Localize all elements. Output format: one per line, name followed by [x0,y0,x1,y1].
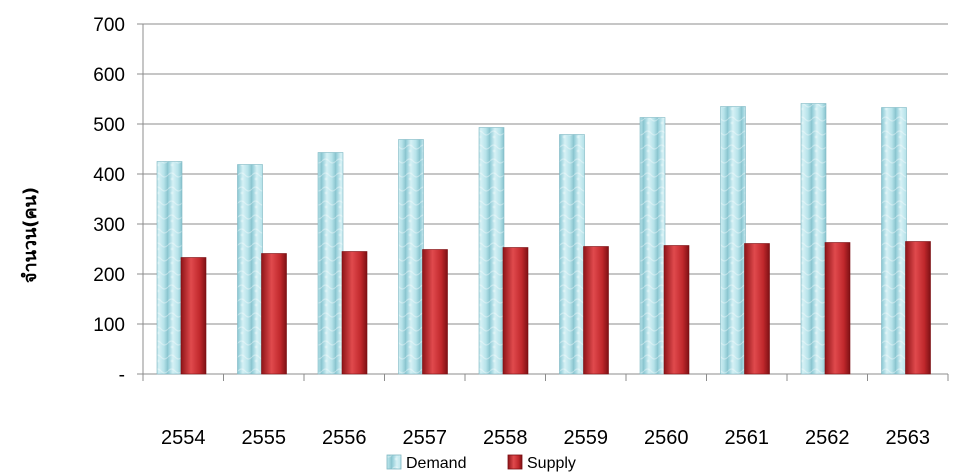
y-axis-label: จำนวน(คน) [20,187,41,283]
bar-demand [237,164,263,375]
bar-demand [720,106,746,375]
x-tick-label: 2563 [886,427,931,449]
bar-supply [905,241,931,375]
x-tick-label: 2559 [564,427,609,449]
chart-title-fragment [235,0,935,3]
x-tick-label: 2556 [322,427,367,449]
y-tick-label: 500 [93,115,125,136]
y-tick-label: 700 [93,15,125,36]
x-tick-label: 2560 [644,427,689,449]
y-tick-label: 200 [93,265,125,286]
legend-label-demand: Demand [406,455,466,472]
bar-demand [559,134,585,375]
bar-demand [478,127,505,375]
bar-supply [583,246,609,375]
x-tick-label: 2561 [725,427,770,449]
bar-supply [341,251,368,375]
y-tick-label: - [119,365,125,386]
y-tick-label: 600 [93,65,125,86]
bar-supply [180,257,207,375]
bar-supply [824,242,851,375]
bar-demand [800,103,827,375]
bar-demand [317,152,344,375]
x-tick-label: 2558 [483,427,528,449]
bar-demand [398,139,424,375]
x-tick-label: 2557 [403,427,448,449]
legend-label-supply: Supply [527,455,576,472]
y-tick-label: 300 [93,215,125,236]
legend: Demand Supply [386,454,576,472]
x-tick-label: 2554 [161,427,206,449]
bar-demand [156,161,183,375]
bar-demand [639,117,666,375]
bar-supply [422,249,448,375]
bar-supply [663,245,690,375]
x-tick-label: 2562 [805,427,850,449]
x-axis [137,373,949,381]
category-labels: 2554 2555 2556 2557 2558 2559 2560 2561 2562 2563 [161,427,930,449]
legend-swatch-demand [386,454,402,470]
bar-supply [744,243,770,375]
bar-supply [502,247,529,375]
y-tick-label: 400 [93,165,125,186]
y-tick-label: 100 [93,315,125,336]
x-tick-label: 2555 [242,427,287,449]
legend-swatch-supply [507,454,523,470]
y-axis: - 100 200 300 400 500 600 700 [93,15,144,386]
bar-supply [261,253,287,375]
bar-demand [881,107,907,375]
bars [156,103,931,375]
